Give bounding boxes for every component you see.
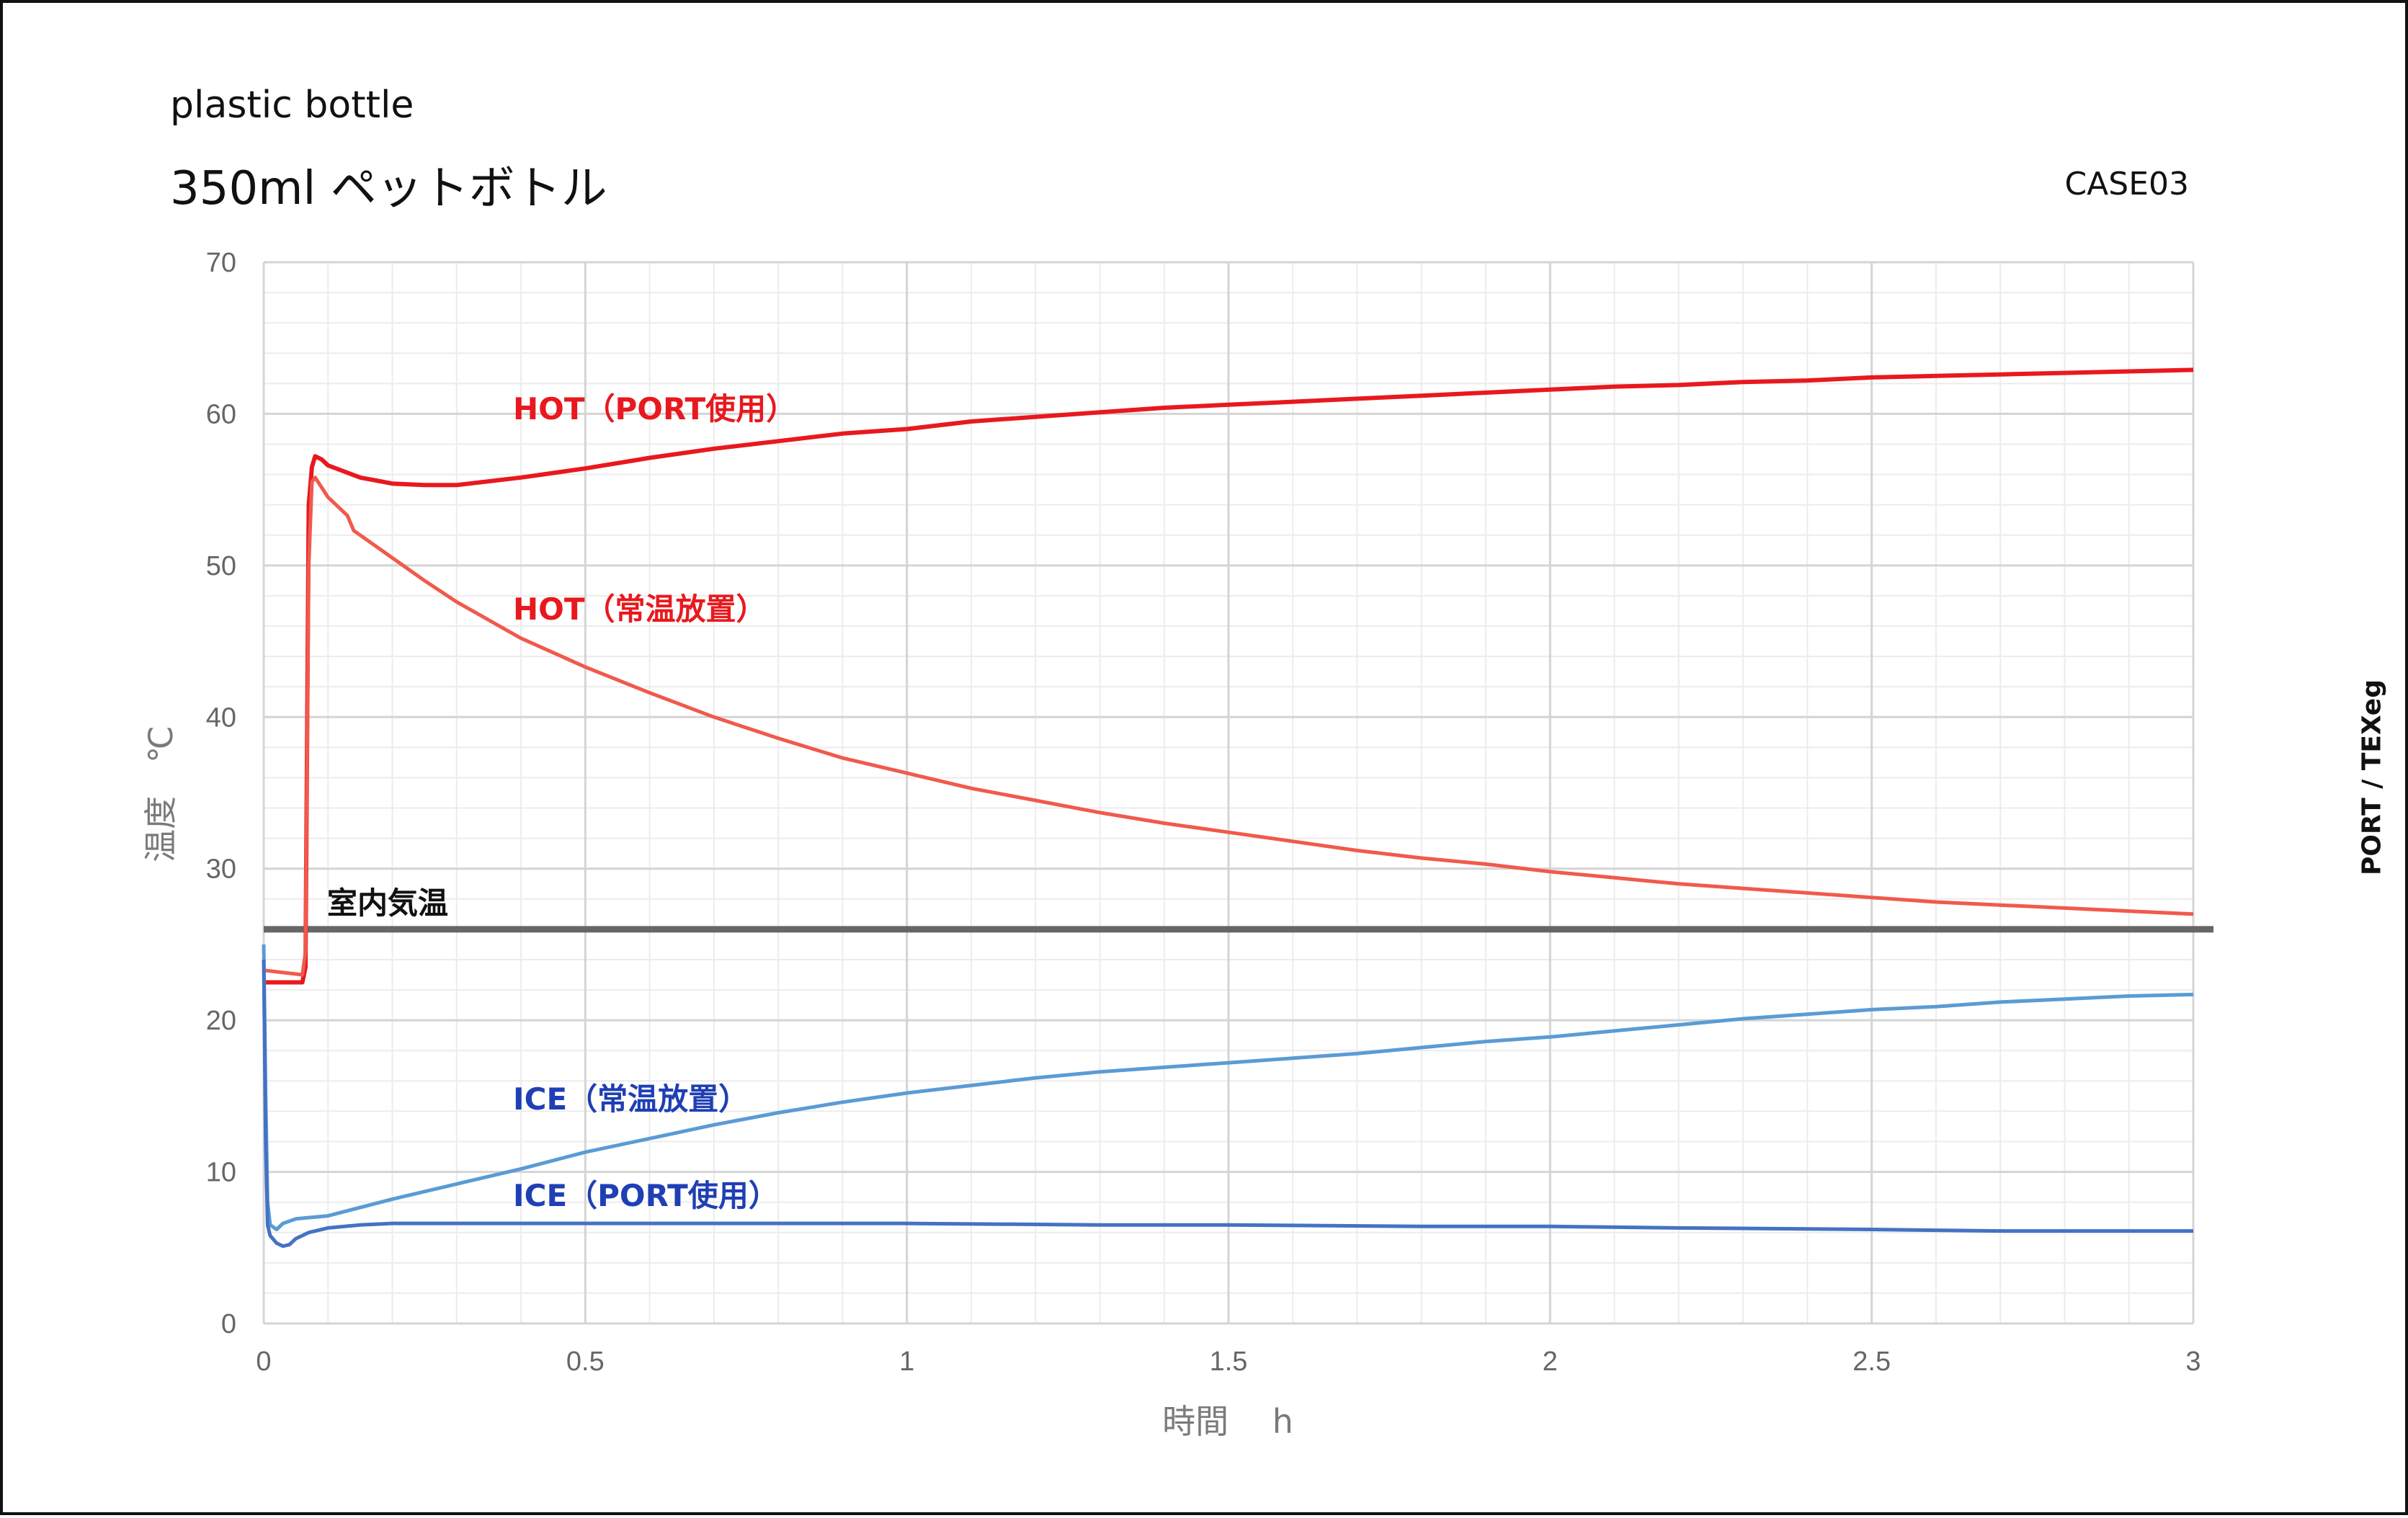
series-label-ice-room: ICE（常温放置） (513, 1081, 749, 1117)
series-line-3 (262, 959, 2193, 1249)
major-gridlines (262, 261, 2195, 1325)
chart-title: 350ml ペットボトル (170, 162, 607, 215)
y-tick-label: 0 (221, 1309, 236, 1339)
y-tick-label: 70 (206, 248, 236, 278)
x-tick-label: 1.5 (1210, 1347, 1248, 1377)
chart-subtitle: plastic bottle (170, 84, 414, 127)
y-axis-title: 温度 ℃ (141, 725, 180, 862)
series-label-hot-room: HOT（常温放置） (513, 591, 767, 627)
y-axis-ticks: 0 10 20 30 40 50 60 70 (206, 248, 236, 1339)
reference-line-group: 室内気温 (264, 885, 2213, 933)
series-label-hot-port: HOT（PORT使用） (513, 391, 796, 427)
x-axis-title: 時間 h (1162, 1402, 1293, 1441)
series-labels: HOT（PORT使用） HOT（常温放置） ICE（常温放置） ICE（PORT… (513, 391, 796, 1213)
x-tick-label: 0.5 (566, 1347, 605, 1377)
x-axis-ticks: 0 0.5 1 1.5 2 2.5 3 (256, 1347, 2200, 1377)
x-tick-label: 3 (2185, 1347, 2200, 1377)
y-tick-label: 30 (206, 854, 236, 885)
series-label-ice-port: ICE（PORT使用） (513, 1178, 779, 1213)
series-line-1 (263, 476, 2194, 977)
series-line-2 (262, 944, 2194, 1231)
y-tick-label: 50 (206, 551, 236, 581)
x-tick-label: 1 (899, 1347, 914, 1377)
y-tick-label: 20 (206, 1006, 236, 1036)
x-tick-label: 2 (1543, 1347, 1558, 1377)
x-tick-label: 2.5 (1852, 1347, 1891, 1377)
room-temperature-label: 室内気温 (327, 885, 448, 921)
y-tick-label: 10 (206, 1158, 236, 1188)
y-tick-label: 40 (206, 702, 236, 733)
case-label: CASE03 (2064, 166, 2189, 202)
y-tick-label: 60 (206, 399, 236, 429)
x-tick-label: 0 (256, 1347, 271, 1377)
series-line-0 (264, 367, 2194, 985)
series-lines (262, 367, 2194, 1249)
